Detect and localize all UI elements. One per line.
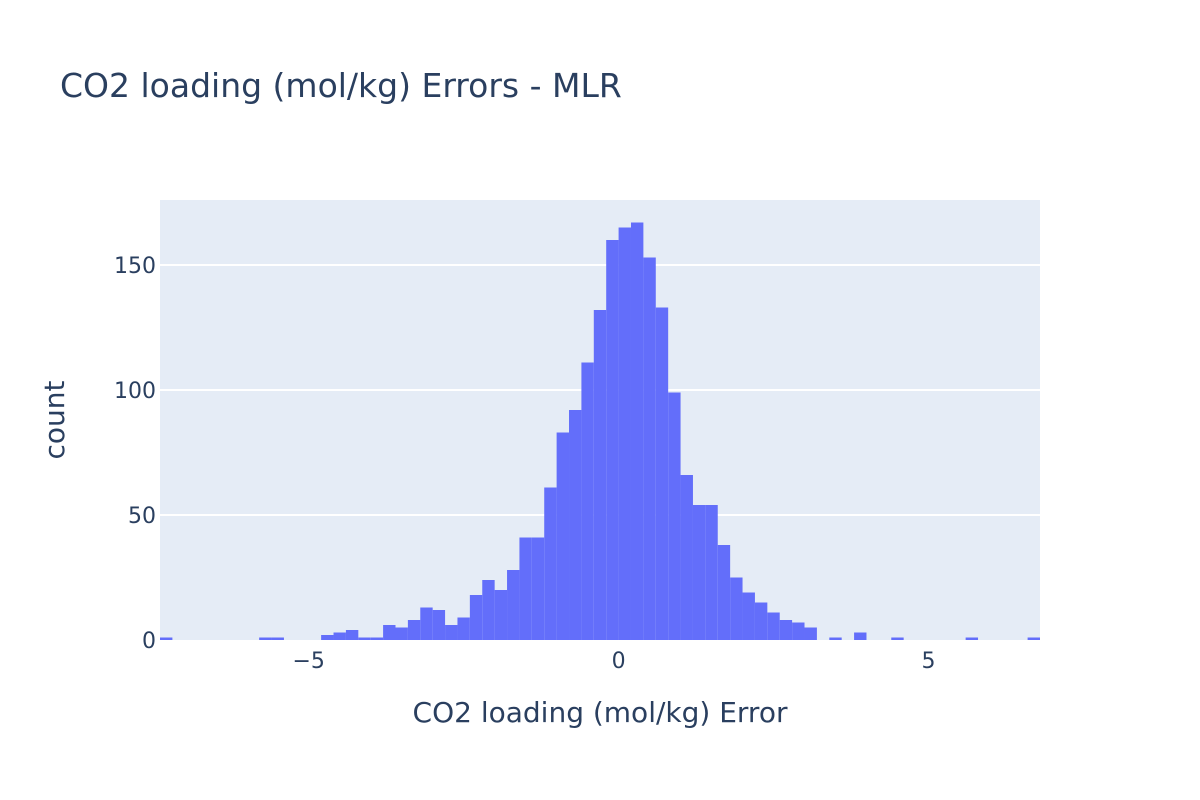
histogram-bars — [160, 222, 1040, 640]
histogram-bar — [581, 362, 594, 640]
histogram-bar — [482, 580, 495, 640]
histogram-bar — [767, 612, 780, 640]
histogram-bar — [457, 617, 470, 640]
x-axis-ticks: −5 0 5 — [293, 649, 936, 674]
y-tick-label: 150 — [114, 254, 156, 279]
chart-title: CO2 loading (mol/kg) Errors - MLR — [60, 66, 622, 105]
histogram-bar — [519, 537, 532, 640]
histogram-bar — [606, 240, 619, 640]
histogram-bar — [259, 637, 272, 640]
x-tick-label: 0 — [612, 649, 626, 674]
histogram-bar — [668, 392, 681, 640]
histogram-bar — [544, 487, 557, 640]
histogram-bar — [333, 632, 346, 640]
histogram-bar — [779, 620, 793, 640]
histogram-bar — [630, 222, 644, 640]
y-tick-label: 50 — [128, 504, 156, 529]
histogram-bar — [742, 592, 755, 640]
histogram-bar — [965, 637, 979, 640]
histogram-bar — [891, 637, 904, 640]
y-tick-label: 100 — [114, 379, 156, 404]
histogram-bar — [569, 410, 582, 640]
histogram-bar — [792, 622, 805, 640]
histogram-bar — [420, 607, 433, 640]
histogram-bar — [494, 590, 508, 640]
histogram-bar — [432, 610, 446, 640]
histogram-bar — [717, 545, 731, 640]
histogram-bar — [407, 620, 421, 640]
histogram-bar — [358, 637, 371, 640]
histogram-bar — [345, 630, 359, 640]
histogram-bar — [730, 577, 743, 640]
histogram-bar — [804, 627, 817, 640]
histogram-bar — [469, 595, 483, 640]
histogram-bar — [395, 627, 408, 640]
histogram-bar — [655, 307, 669, 640]
histogram-bar — [531, 537, 545, 640]
histogram-bar — [680, 475, 693, 640]
histogram-bar — [370, 637, 384, 640]
histogram-bar — [445, 625, 458, 640]
histogram-bar — [618, 227, 631, 640]
x-tick-label: −5 — [293, 649, 325, 674]
y-tick-label: 0 — [142, 629, 156, 654]
histogram-bar — [754, 602, 768, 640]
histogram-bar — [593, 310, 607, 640]
histogram-bar — [643, 257, 656, 640]
histogram-bar — [321, 635, 334, 640]
histogram-bar — [556, 432, 570, 640]
y-axis-ticks: 0 50 100 150 — [114, 254, 156, 654]
histogram-bar — [705, 505, 718, 640]
histogram-bar — [692, 505, 706, 640]
y-axis-title: count — [38, 380, 71, 459]
histogram-bar — [507, 570, 520, 640]
histogram-bar — [829, 637, 842, 640]
histogram-bar — [271, 637, 284, 640]
histogram-bar — [854, 632, 867, 640]
histogram-bar — [1027, 637, 1040, 640]
x-tick-label: 5 — [921, 649, 935, 674]
histogram-bar — [383, 625, 396, 640]
histogram-bar — [160, 637, 173, 640]
x-axis-title: CO2 loading (mol/kg) Error — [413, 696, 788, 729]
